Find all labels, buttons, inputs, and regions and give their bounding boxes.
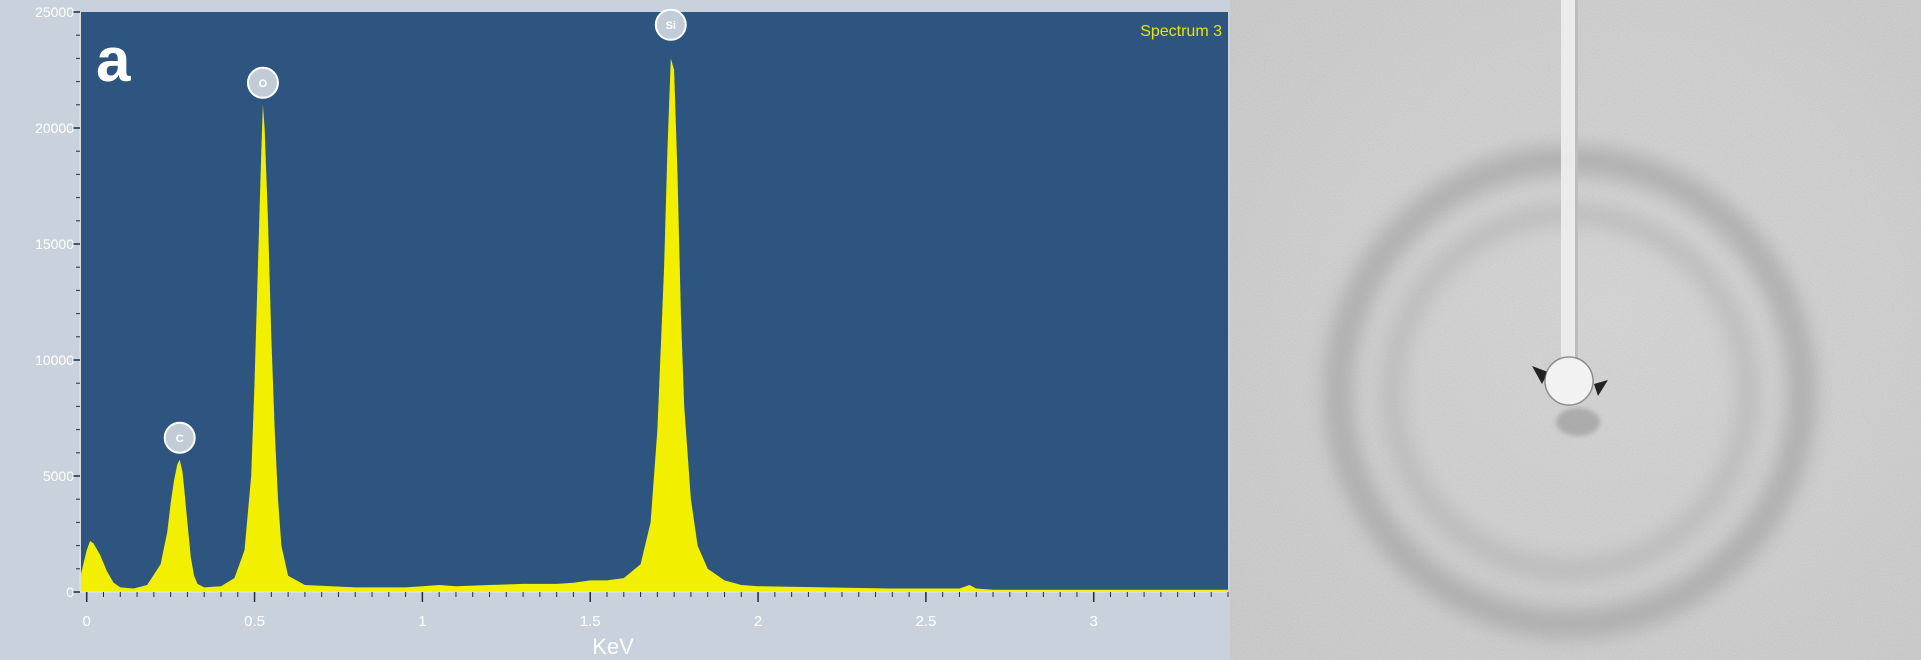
y-tick-label: 20000 bbox=[35, 120, 74, 136]
x-tick-label: 1.5 bbox=[580, 613, 601, 630]
peak-marker-badge bbox=[163, 421, 196, 454]
eds-spectrum-chart: 0 0.5 1 1.5 2 2.5 3 0 5000 10000 15000 20000 25000 C… bbox=[35, 4, 1229, 659]
beam-stop-rod-shade bbox=[1575, 0, 1578, 372]
x-tick-label: 0.5 bbox=[244, 613, 265, 630]
x-tick-label: 2.5 bbox=[915, 613, 936, 630]
peak-marker-label: C bbox=[176, 433, 184, 445]
peak-marker-badge bbox=[654, 8, 687, 41]
beam-stop-disc-edge bbox=[1544, 356, 1594, 406]
y-tick-label: 25000 bbox=[35, 4, 74, 20]
x-tick-label: 2 bbox=[754, 613, 762, 630]
y-tick-label: 0 bbox=[66, 584, 74, 600]
peak-marker: O bbox=[246, 66, 279, 99]
beam-center-smudge bbox=[1556, 408, 1600, 436]
x-axis-label: KeV bbox=[592, 634, 634, 659]
peak-marker-label: Si bbox=[666, 20, 676, 32]
y-tick-label: 15000 bbox=[35, 236, 74, 252]
beam-center-shadow bbox=[1532, 366, 1608, 396]
peak-marker-label: O bbox=[259, 78, 268, 90]
spectrum-series bbox=[80, 58, 1228, 592]
y-tick-label: 5000 bbox=[43, 468, 74, 484]
beam-stop-rod bbox=[1561, 0, 1577, 372]
peak-marker: C bbox=[163, 421, 196, 454]
eds-spectrum-panel: 0 0.5 1 1.5 2 2.5 3 0 5000 10000 15000 20000 25000 C… bbox=[0, 0, 1230, 660]
x-tick-label: 1 bbox=[418, 613, 426, 630]
diffraction-pattern-image bbox=[1230, 0, 1921, 660]
legend-spectrum-label: Spectrum 3 bbox=[1140, 23, 1222, 40]
peak-marker-badge bbox=[246, 66, 279, 99]
y-tick-label: 10000 bbox=[35, 352, 74, 368]
diffraction-pattern-panel: b bbox=[1230, 0, 1921, 660]
x-tick-label: 0 bbox=[83, 613, 91, 630]
beam-stop-disc bbox=[1545, 357, 1593, 405]
peak-marker: Si bbox=[654, 8, 687, 41]
x-tick-label: 3 bbox=[1090, 613, 1098, 630]
panel-a-label: a bbox=[96, 26, 131, 95]
